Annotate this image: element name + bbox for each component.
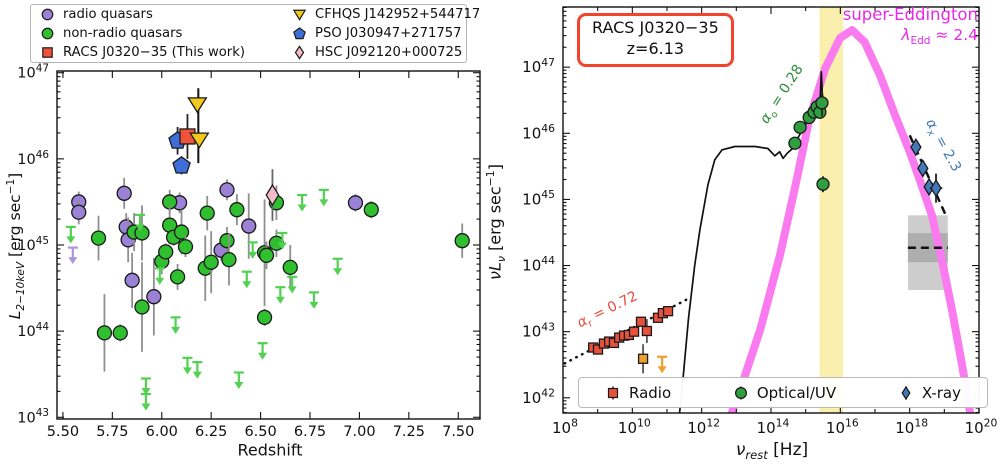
- sed-legend: Radio Optical/UV X-ray: [578, 377, 988, 408]
- svg-text:7.00: 7.00: [343, 424, 375, 440]
- pso-marker-icon: [293, 27, 306, 40]
- right-x-axis-label: νrest [Hz]: [735, 439, 809, 463]
- svg-text:1046: 1046: [17, 149, 49, 168]
- legend-item-pso: PSO J030947+271757: [292, 25, 462, 43]
- xray-marker-icon: [901, 385, 911, 400]
- legend-label: Optical/UV: [756, 383, 837, 402]
- non-radio-quasar-upper-limits: [65, 188, 343, 411]
- svg-text:108: 108: [552, 417, 578, 437]
- legend-label: CFHQS J142952+544717: [315, 6, 481, 22]
- radio-quasar-upper-limits: [67, 246, 78, 265]
- legend-label: X-ray: [921, 383, 961, 402]
- non-radio-quasars: [90, 185, 470, 372]
- legend-item-radio-quasars: radio quasars: [40, 6, 292, 24]
- left-x-axis-label: Redshift: [237, 440, 303, 460]
- legend-label: HSC J092120+000725: [315, 44, 463, 60]
- svg-text:1014: 1014: [757, 417, 790, 437]
- sed-points: [588, 89, 943, 374]
- svg-text:5.50: 5.50: [47, 424, 79, 440]
- svg-text:7.25: 7.25: [393, 424, 425, 440]
- right-y-axis-label: νLν [erg sec−1]: [484, 164, 508, 280]
- legend-label: PSO J030947+271757: [315, 25, 462, 41]
- svg-text:1010: 1010: [618, 417, 651, 437]
- optical-uv-marker-icon: [734, 386, 747, 399]
- legend-item-cfhqs: CFHQS J142952+544717: [292, 6, 480, 24]
- svg-text:1044: 1044: [522, 254, 555, 274]
- legend-item-radio: Radio: [605, 384, 671, 402]
- radio-upper-limit: [657, 355, 668, 374]
- svg-text:1047: 1047: [17, 63, 49, 82]
- left-y-axis-label: L2−10keV [erg sec−1]: [4, 172, 28, 320]
- svg-text:1043: 1043: [522, 320, 555, 340]
- svg-text:1043: 1043: [17, 407, 49, 426]
- radio-variability-: [637, 344, 649, 374]
- svg-text:1047: 1047: [522, 56, 555, 76]
- radio-quasars: [71, 177, 364, 336]
- left-legend: radio quasars CFHQS J142952+544717 non-r…: [30, 4, 480, 63]
- legend-label: non-radio quasars: [63, 25, 183, 41]
- svg-text:1044: 1044: [17, 321, 49, 340]
- svg-text:1016: 1016: [826, 417, 859, 437]
- svg-text:5.75: 5.75: [96, 424, 128, 440]
- svg-text:1020: 1020: [965, 417, 998, 437]
- svg-text:6.75: 6.75: [294, 424, 326, 440]
- super-eddington-annotation: super-Eddington λEdd ≈ 2.4: [842, 5, 978, 47]
- legend-label: Radio: [629, 383, 672, 402]
- x-ray: [910, 137, 943, 203]
- cfhqs-j142952-544717: [187, 88, 210, 164]
- radio: [588, 306, 674, 355]
- legend-item-optical-uv: Optical/UV: [733, 384, 836, 402]
- source-name-box: RACS J0320−35 z=6.13: [577, 13, 734, 67]
- legend-item-racs: RACS J0320−35 (This work): [40, 44, 292, 62]
- svg-text:1042: 1042: [522, 386, 555, 406]
- hsc-marker-icon: [294, 45, 305, 60]
- legend-item-non-radio-quasars: non-radio quasars: [40, 25, 292, 43]
- legend-label: RACS J0320−35 (This work): [63, 44, 246, 60]
- svg-text:7.50: 7.50: [442, 424, 474, 440]
- svg-text:1012: 1012: [687, 417, 720, 437]
- legend-label: radio quasars: [63, 6, 153, 22]
- hsc-j092120-000725: [265, 169, 280, 221]
- svg-text:6.50: 6.50: [244, 424, 276, 440]
- left-points: [65, 88, 470, 411]
- source-redshift: z=6.13: [626, 38, 685, 58]
- sed-panel: 1042 1043 1044 1045 1046 1047 108 1010 1012 1014 1…: [522, 6, 998, 437]
- source-name: RACS J0320−35: [592, 18, 719, 37]
- super-eddington-disc-model: [727, 26, 975, 413]
- radio-marker-icon: [607, 386, 619, 399]
- cfhqs-marker-icon: [292, 9, 307, 21]
- svg-text:1046: 1046: [522, 122, 555, 142]
- svg-text:6.25: 6.25: [195, 424, 227, 440]
- legend-item-hsc: HSC J092120+000725: [292, 44, 463, 62]
- legend-item-xray: X-ray: [898, 384, 961, 402]
- optical-uv: [788, 89, 830, 193]
- radio-quasar-marker-icon: [41, 8, 54, 21]
- svg-text:1045: 1045: [522, 188, 555, 208]
- racs-marker-icon: [42, 47, 53, 58]
- svg-text:1018: 1018: [895, 417, 928, 437]
- svg-text:6.00: 6.00: [146, 424, 178, 440]
- non-radio-quasar-marker-icon: [41, 27, 54, 40]
